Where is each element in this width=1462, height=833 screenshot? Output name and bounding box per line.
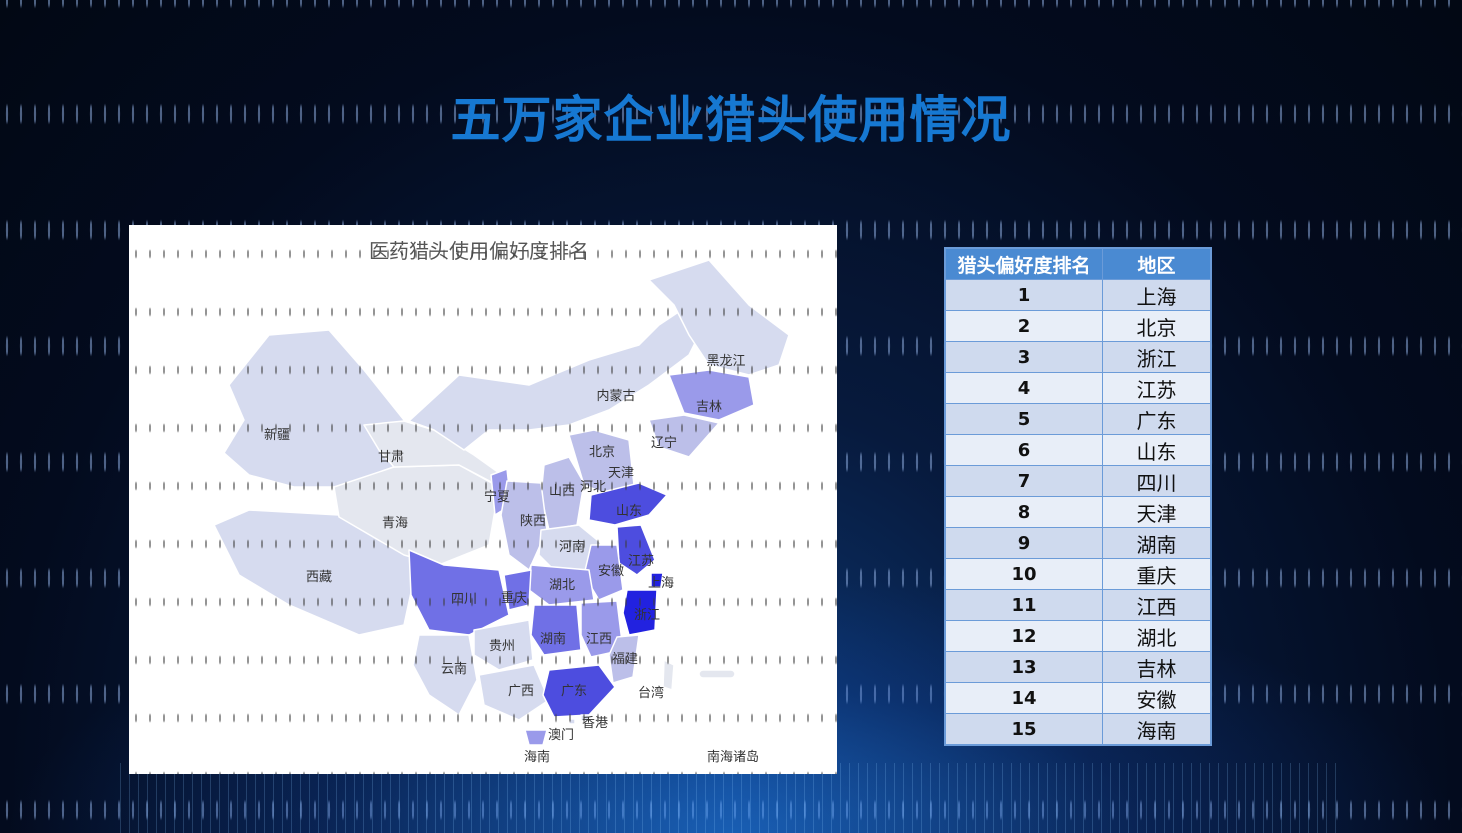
- table-header-row: 猎头偏好度排名 地区: [944, 247, 1212, 280]
- rank-cell: 7: [944, 465, 1103, 497]
- rank-cell: 5: [944, 403, 1103, 435]
- region-cell: 天津: [1102, 496, 1212, 528]
- south-china-sea-islands-shape: [698, 669, 736, 679]
- province-label: 山西: [549, 484, 575, 499]
- region-cell: 浙江: [1102, 341, 1212, 373]
- province-label: 辽宁: [651, 435, 677, 451]
- region-cell: 北京: [1102, 310, 1212, 342]
- province-label: 山东: [616, 504, 642, 519]
- rank-cell: 13: [944, 651, 1103, 683]
- table-row: 4 江苏: [944, 372, 1212, 404]
- table-row: 13 吉林: [944, 651, 1212, 683]
- province-label: 上海: [648, 576, 674, 591]
- column-header-rank: 猎头偏好度排名: [944, 247, 1103, 280]
- region-cell: 四川: [1102, 465, 1212, 497]
- table-row: 8 天津: [944, 496, 1212, 528]
- table-row: 15 海南: [944, 713, 1212, 746]
- column-header-region: 地区: [1102, 247, 1212, 280]
- region-cell: 海南: [1102, 713, 1212, 746]
- region-cell: 上海: [1102, 279, 1212, 311]
- rank-cell: 4: [944, 372, 1103, 404]
- region-cell: 山东: [1102, 434, 1212, 466]
- province-label: 陕西: [520, 514, 546, 529]
- province-label: 四川: [451, 592, 477, 607]
- table-row: 9 湖南: [944, 527, 1212, 559]
- region-cell: 江西: [1102, 589, 1212, 621]
- province-label: 江西: [586, 632, 612, 647]
- province-label: 宁夏: [484, 489, 510, 505]
- rank-cell: 15: [944, 713, 1103, 746]
- rank-cell: 6: [944, 434, 1103, 466]
- province-label: 安徽: [598, 564, 624, 579]
- province-台湾: [662, 659, 675, 691]
- province-label: 浙江: [634, 608, 660, 623]
- province-label: 云南: [441, 661, 467, 677]
- rank-cell: 3: [944, 341, 1103, 373]
- province-label: 吉林: [696, 400, 722, 415]
- province-label: 湖北: [549, 578, 575, 593]
- province-label: 贵州: [489, 639, 515, 654]
- table-row: 1 上海: [944, 279, 1212, 311]
- province-label: 新疆: [264, 427, 290, 443]
- region-cell: 重庆: [1102, 558, 1212, 590]
- province-湖南: [530, 604, 582, 656]
- region-cell: 吉林: [1102, 651, 1212, 683]
- table-row: 11 江西: [944, 589, 1212, 621]
- rank-cell: 14: [944, 682, 1103, 714]
- region-cell: 安徽: [1102, 682, 1212, 714]
- rank-cell: 9: [944, 527, 1103, 559]
- province-label: 内蒙古: [596, 388, 635, 404]
- table-row: 10 重庆: [944, 558, 1212, 590]
- province-label: 甘肃: [378, 450, 404, 465]
- table-row: 6 山东: [944, 434, 1212, 466]
- province-label: 重庆: [501, 590, 527, 606]
- province-label: 台湾: [638, 685, 664, 701]
- province-label: 江苏: [628, 553, 654, 569]
- ranking-table: 猎头偏好度排名 地区 1 上海 2 北京 3 浙江 4 江苏 5 广东 6 山东 7 四川 8…: [944, 247, 1212, 746]
- province-label: 广东: [561, 684, 587, 699]
- rank-cell: 12: [944, 620, 1103, 652]
- province-label: 澳门: [548, 727, 574, 743]
- rank-cell: 10: [944, 558, 1103, 590]
- province-label: 河北: [580, 480, 606, 495]
- rank-cell: 11: [944, 589, 1103, 621]
- rank-cell: 8: [944, 496, 1103, 528]
- province-label: 香港: [582, 716, 608, 731]
- table-row: 5 广东: [944, 403, 1212, 435]
- china-map-panel: 医药猎头使用偏好度排名 黑龙江 吉林 辽宁 内蒙古 新疆 甘肃 北京 天津 河北 山西 宁夏 山东 陕西…: [129, 225, 837, 774]
- region-cell: 江苏: [1102, 372, 1212, 404]
- province-label: 河南: [559, 539, 585, 555]
- page-title: 五万家企业猎头使用情况: [450, 91, 1012, 149]
- region-cell: 湖南: [1102, 527, 1212, 559]
- province-label: 广西: [508, 684, 534, 699]
- region-cell: 湖北: [1102, 620, 1212, 652]
- province-label: 黑龙江: [706, 354, 745, 369]
- table-row: 3 浙江: [944, 341, 1212, 373]
- province-label: 湖南: [540, 631, 566, 647]
- province-label: 福建: [612, 652, 638, 667]
- region-cell: 广东: [1102, 403, 1212, 435]
- province-label: 北京: [589, 445, 615, 460]
- province-label: 南海诸岛: [707, 749, 759, 765]
- province-label: 海南: [524, 749, 550, 765]
- province-海南: [524, 729, 548, 746]
- province-澳门: [568, 718, 576, 725]
- table-row: 2 北京: [944, 310, 1212, 342]
- province-label: 天津: [608, 466, 634, 481]
- province-label: 青海: [382, 516, 408, 531]
- province-label: 西藏: [306, 570, 332, 585]
- table-row: 12 湖北: [944, 620, 1212, 652]
- rank-cell: 2: [944, 310, 1103, 342]
- background-light-lines: [120, 763, 1342, 833]
- rank-cell: 1: [944, 279, 1103, 311]
- table-row: 7 四川: [944, 465, 1212, 497]
- table-row: 14 安徽: [944, 682, 1212, 714]
